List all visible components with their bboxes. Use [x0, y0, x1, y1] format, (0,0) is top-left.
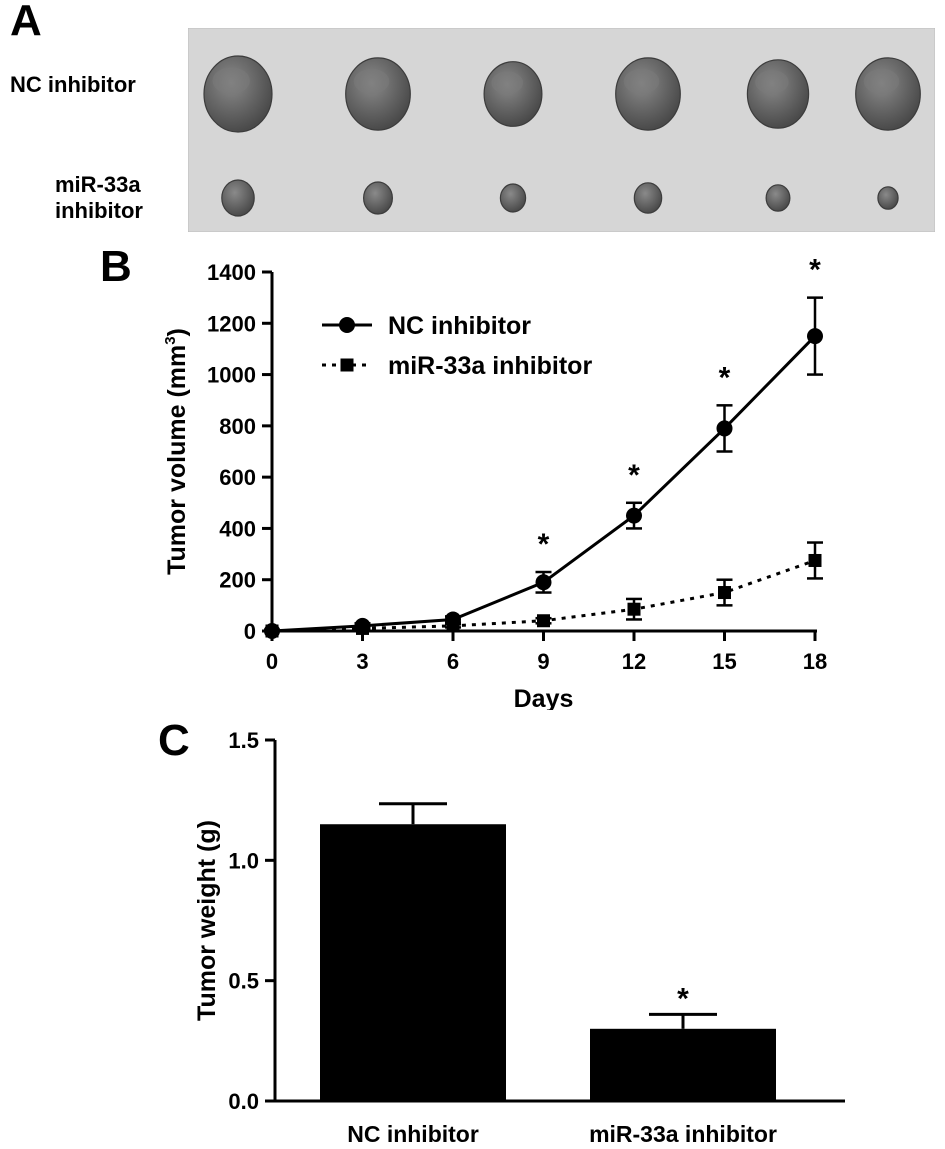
data-point-square	[808, 553, 822, 567]
x-tick-label: 9	[537, 649, 549, 674]
tumor-specimen	[203, 55, 273, 133]
legend-label: NC inhibitor	[388, 312, 531, 340]
data-point-square	[627, 602, 641, 616]
tumor-lobe	[863, 68, 900, 94]
data-point-square	[446, 619, 460, 633]
tumor-specimen	[345, 57, 411, 131]
row-label-mir-line-1: miR-33a	[55, 172, 141, 197]
tumor-specimen	[221, 179, 255, 217]
data-point-circle	[807, 328, 823, 345]
tumor-lobe	[212, 67, 250, 94]
tumor-specimen	[877, 186, 899, 210]
significance-asterisk: *	[809, 254, 821, 287]
tumor-lobe	[491, 71, 524, 94]
row-label-nc-line: NC inhibitor	[10, 72, 136, 97]
y-tick-label: 200	[219, 568, 256, 593]
bar	[320, 824, 506, 1101]
x-tick-label: 6	[447, 649, 459, 674]
y-tick-label: 1.5	[228, 728, 259, 753]
y-axis-title: Tumor volume (mm3)	[162, 328, 191, 575]
y-axis-title-close: )	[163, 328, 191, 336]
bar	[590, 1028, 776, 1101]
significance-asterisk: *	[719, 361, 731, 394]
tumor-specimen	[746, 59, 810, 129]
tumor-specimen	[633, 182, 663, 214]
x-tick-label: 15	[712, 649, 736, 674]
data-point-circle	[535, 574, 552, 591]
panel-b-letter: B	[100, 242, 132, 291]
category-label: NC inhibitor	[347, 1121, 479, 1147]
x-tick-label: 0	[266, 649, 278, 674]
tumor-lobe	[623, 68, 660, 94]
data-point-square	[718, 586, 731, 600]
data-point-square	[265, 624, 279, 638]
x-axis-title: Days	[514, 685, 574, 710]
tumor-specimen	[615, 57, 681, 131]
y-tick-label: 1.0	[228, 848, 259, 873]
y-tick-label: 1000	[207, 363, 256, 388]
category-label: miR-33a inhibitor	[589, 1121, 777, 1147]
significance-asterisk: *	[677, 982, 689, 1015]
y-axis-title-superscript: 3	[162, 336, 179, 344]
tumor-specimen	[499, 183, 527, 213]
y-tick-label: 1200	[207, 311, 256, 336]
data-point-circle	[716, 420, 733, 437]
photo-background	[188, 28, 935, 232]
y-tick-label: 0	[244, 619, 256, 644]
y-tick-label: 600	[219, 465, 256, 490]
tumor-volume-chart: 0 200 400 600 800 1000 1200 1400 0 3 6 9 12 15 18 Days T…	[162, 254, 827, 710]
tumor-specimen	[363, 181, 394, 215]
row-label-mir-line-2: inhibitor	[55, 198, 143, 223]
significance-asterisk: *	[538, 528, 550, 561]
data-point-square	[356, 621, 369, 635]
y-axis-title: Tumor weight (g)	[193, 820, 221, 1021]
x-tick-label: 12	[622, 649, 646, 674]
significance-asterisk: *	[628, 459, 640, 492]
x-tick-label: 3	[356, 649, 368, 674]
tumor-photo	[188, 28, 935, 232]
y-tick-label: 800	[219, 414, 256, 439]
legend-marker-circle	[339, 317, 355, 333]
tumor-weight-chart: 0.0 0.5 1.0 1.5 Tumor weight (g) NC inhibitor…	[193, 728, 845, 1147]
y-tick-label: 0.5	[228, 969, 259, 994]
legend-label: miR-33a inhibitor	[388, 352, 592, 380]
x-tick-label: 18	[803, 649, 827, 674]
row-label-mir: miR-33a inhibitor	[55, 172, 143, 224]
panel-c-letter: C	[158, 716, 190, 765]
data-point-square	[537, 614, 550, 628]
tumor-specimen	[765, 184, 791, 212]
tumor-lobe	[353, 68, 390, 94]
tumor-specimen	[855, 57, 921, 131]
y-axis-title-main: Tumor volume (mm	[163, 345, 191, 575]
y-tick-label: 400	[219, 516, 256, 541]
y-tick-label: 1400	[207, 260, 256, 285]
tumor-specimen	[483, 61, 543, 127]
legend-marker-square	[340, 358, 354, 372]
panel-a-letter: A	[10, 0, 42, 45]
tumor-lobe	[755, 70, 789, 94]
row-label-nc: NC inhibitor	[10, 72, 136, 98]
data-point-circle	[626, 507, 642, 524]
y-tick-label: 0.0	[228, 1089, 259, 1114]
